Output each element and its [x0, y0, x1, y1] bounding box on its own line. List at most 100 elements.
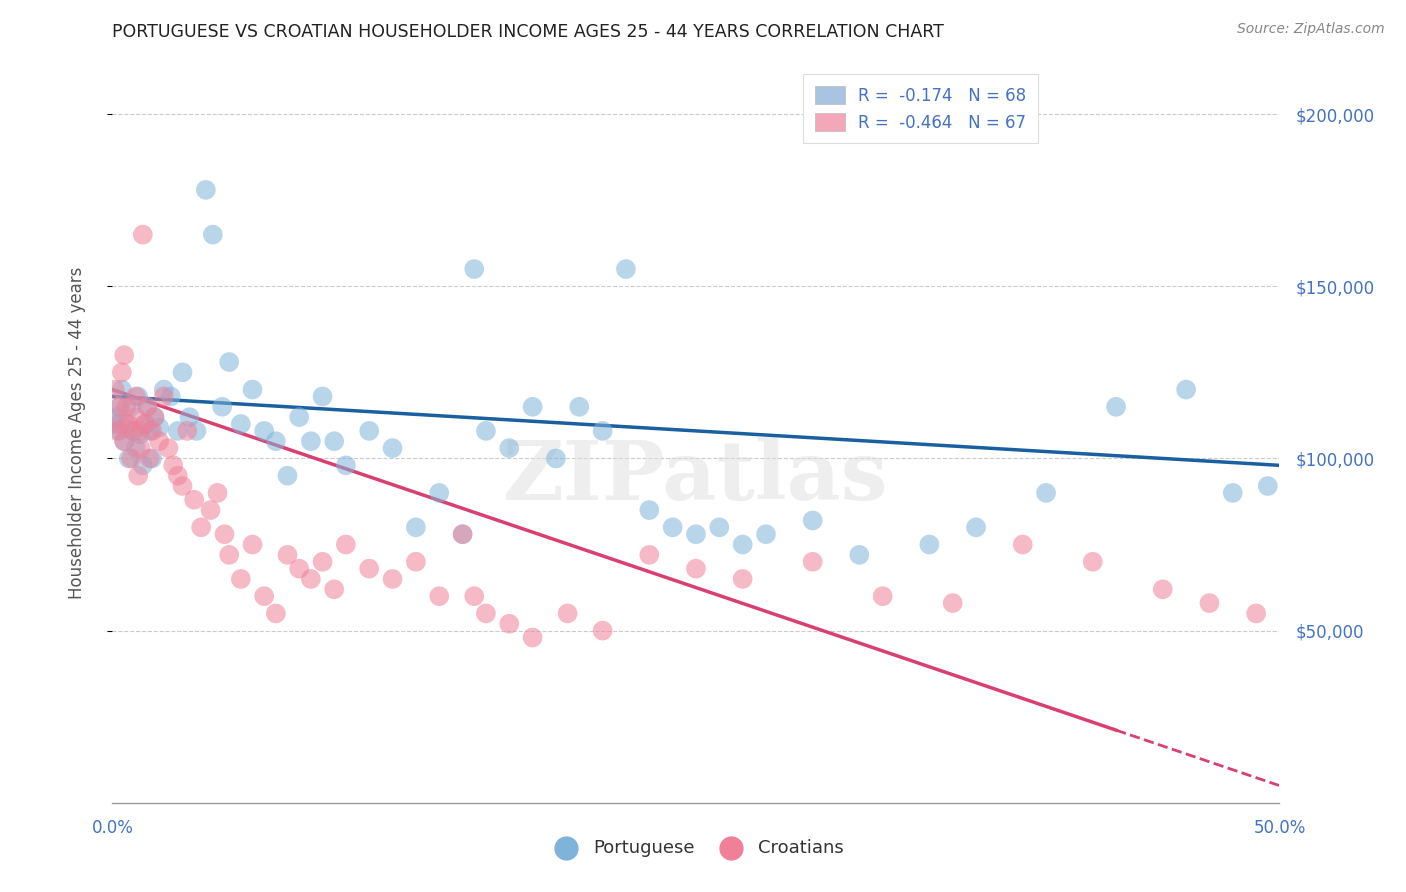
Point [299, 572, 322, 586]
Point [111, 365, 134, 379]
Point [160, 389, 183, 403]
Text: Source: ZipAtlas.com: Source: ZipAtlas.com [1237, 22, 1385, 37]
Point [685, 561, 707, 575]
Point [104, 383, 127, 397]
Point [1105, 400, 1128, 414]
Point [105, 424, 128, 438]
Point [218, 355, 240, 369]
Point [498, 616, 520, 631]
Point [1011, 537, 1033, 551]
Point [122, 424, 145, 438]
Point [166, 468, 188, 483]
Point [136, 400, 159, 414]
Point [544, 451, 567, 466]
Point [299, 434, 322, 449]
Point [801, 555, 824, 569]
Point [661, 520, 683, 534]
Point [522, 631, 544, 645]
Point [141, 424, 163, 438]
Point [451, 527, 474, 541]
Point [129, 424, 152, 438]
Point [118, 417, 141, 431]
Point [1198, 596, 1220, 610]
Point [323, 434, 346, 449]
Point [115, 400, 138, 414]
Point [139, 424, 162, 438]
Point [965, 520, 987, 534]
Point [242, 537, 264, 551]
Point [475, 607, 498, 621]
Point [463, 262, 485, 277]
Point [129, 427, 152, 442]
Point [731, 572, 754, 586]
Point [568, 400, 591, 414]
Point [253, 589, 276, 603]
Point [638, 548, 661, 562]
Point [190, 520, 212, 534]
Point [1257, 479, 1279, 493]
Point [194, 183, 217, 197]
Point [148, 420, 170, 434]
Point [125, 389, 148, 403]
Point [132, 227, 155, 242]
Point [127, 389, 149, 403]
Legend: Portuguese, Croatians: Portuguese, Croatians [541, 831, 851, 864]
Point [229, 572, 252, 586]
Point [104, 417, 127, 431]
Point [211, 400, 233, 414]
Point [427, 486, 450, 500]
Point [112, 434, 135, 449]
Point [685, 527, 707, 541]
Point [201, 227, 224, 242]
Point [172, 365, 194, 379]
Point [139, 451, 162, 466]
Point [848, 548, 870, 562]
Point [157, 441, 180, 455]
Point [1035, 486, 1057, 500]
Point [186, 424, 208, 438]
Point [229, 417, 252, 431]
Point [143, 410, 166, 425]
Point [122, 424, 145, 438]
Point [557, 607, 579, 621]
Point [498, 441, 520, 455]
Point [179, 410, 201, 425]
Point [405, 520, 427, 534]
Point [129, 441, 152, 455]
Point [207, 486, 229, 500]
Point [522, 400, 544, 414]
Point [1152, 582, 1174, 597]
Point [323, 582, 346, 597]
Point [405, 555, 427, 569]
Point [264, 434, 287, 449]
Point [153, 383, 176, 397]
Point [132, 458, 155, 473]
Point [183, 492, 205, 507]
Point [1222, 486, 1244, 500]
Point [108, 400, 131, 414]
Point [755, 527, 778, 541]
Point [614, 262, 637, 277]
Point [1081, 555, 1104, 569]
Point [709, 520, 731, 534]
Point [288, 561, 311, 575]
Point [381, 572, 404, 586]
Text: PORTUGUESE VS CROATIAN HOUSEHOLDER INCOME AGES 25 - 44 YEARS CORRELATION CHART: PORTUGUESE VS CROATIAN HOUSEHOLDER INCOM… [112, 23, 945, 41]
Point [427, 589, 450, 603]
Point [276, 548, 298, 562]
Point [359, 561, 381, 575]
Point [141, 451, 163, 466]
Point [381, 441, 404, 455]
Point [311, 389, 333, 403]
Point [218, 548, 240, 562]
Point [253, 424, 276, 438]
Point [276, 468, 298, 483]
Point [108, 424, 131, 438]
Point [335, 458, 357, 473]
Point [148, 434, 170, 449]
Point [176, 424, 198, 438]
Point [112, 348, 135, 362]
Point [942, 596, 965, 610]
Point [638, 503, 661, 517]
Point [872, 589, 894, 603]
